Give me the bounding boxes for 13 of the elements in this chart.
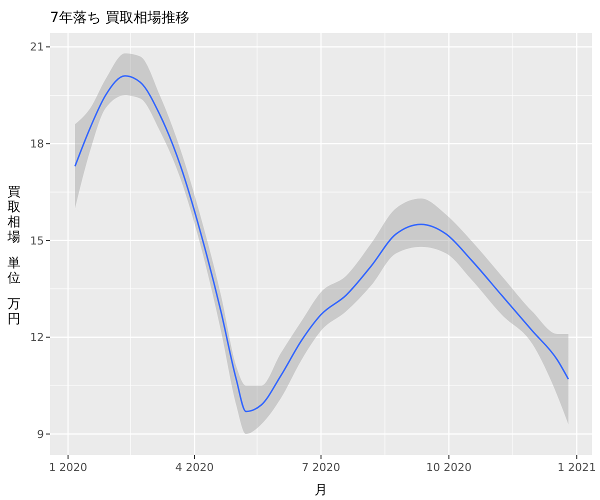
x-tick-label: 7 2020 <box>302 461 340 474</box>
x-axis-title: 月 <box>314 483 328 498</box>
y-axis-title: 買取相場単位万円 <box>6 185 20 328</box>
y-tick-label: 18 <box>30 138 44 151</box>
y-tick-label: 21 <box>30 40 44 54</box>
x-tick-label: 1 2021 <box>557 461 596 474</box>
chart-title: 7年落ち 買取相場推移 <box>50 10 190 26</box>
y-tick-label: 15 <box>30 234 44 248</box>
x-tick-label: 10 2020 <box>426 461 472 474</box>
x-tick-label: 4 2020 <box>175 461 214 474</box>
x-tick-label: 1 2020 <box>48 461 88 474</box>
y-tick-label: 12 <box>30 331 44 344</box>
y-tick-label: 9 <box>37 428 44 441</box>
